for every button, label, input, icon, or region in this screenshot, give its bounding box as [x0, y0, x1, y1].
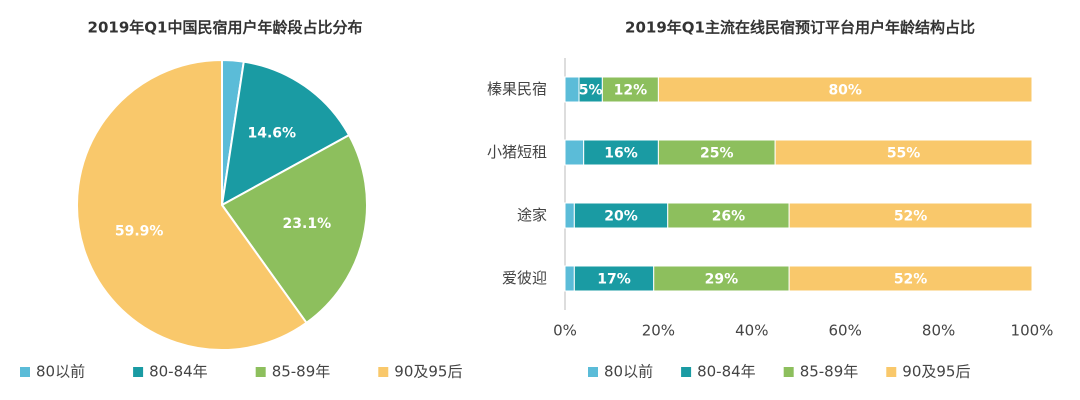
data-label: 23.1% — [283, 216, 332, 232]
legend-swatch — [783, 367, 794, 377]
bar-segment — [788, 265, 1033, 292]
data-label: 59.9% — [115, 224, 164, 240]
chart-title: 2019年Q1中国民宿用户年龄段占比分布 — [88, 19, 363, 37]
legend-label: 85-89年 — [800, 363, 859, 381]
bar-segment — [573, 265, 655, 292]
data-label: 29% — [705, 272, 739, 288]
x-tick-label: 60% — [829, 322, 862, 340]
legend-swatch — [588, 367, 598, 377]
legend-label: 90及95后 — [902, 363, 970, 381]
pie-slice — [76, 58, 308, 351]
legend-label: 80以前 — [604, 363, 653, 381]
data-label: 12% — [614, 83, 648, 99]
legend-label: 80-84年 — [697, 363, 756, 381]
bar-segment — [653, 265, 790, 292]
bar-segment — [667, 202, 790, 229]
data-label: 80% — [828, 83, 862, 99]
bar-segment — [564, 139, 585, 166]
bar-segment — [573, 202, 669, 229]
bar-segment — [657, 76, 1033, 103]
legend-swatch — [133, 367, 144, 377]
data-label: 52% — [894, 272, 928, 288]
legend-swatch — [681, 367, 692, 377]
bar-segment — [564, 265, 575, 292]
legend-swatch — [378, 367, 389, 377]
x-tick-label: 0% — [553, 322, 577, 340]
legend-label: 80-84年 — [149, 363, 208, 381]
bar-segment — [788, 202, 1033, 229]
x-tick-label: 80% — [922, 322, 955, 340]
legend-label: 80以前 — [36, 363, 85, 381]
bar-segment — [774, 139, 1033, 166]
bar-segment — [564, 202, 575, 229]
pie-slice — [220, 60, 351, 207]
y-tick-label: 爱彼迎 — [502, 269, 547, 287]
data-label: 55% — [887, 146, 921, 162]
legend-label: 90及95后 — [394, 363, 462, 381]
x-tick-label: 100% — [1011, 322, 1054, 340]
bar-segment — [583, 139, 659, 166]
legend-swatch — [20, 367, 30, 377]
data-label: 20% — [604, 209, 638, 225]
chart-title: 2019年Q1主流在线民宿预订平台用户年龄结构占比 — [625, 19, 975, 37]
y-tick-label: 途家 — [517, 206, 547, 224]
x-tick-label: 40% — [735, 322, 768, 340]
data-label: 5% — [579, 83, 603, 99]
data-label: 52% — [894, 209, 928, 225]
y-tick-label: 小猪短租 — [487, 143, 547, 161]
data-label: 26% — [712, 209, 746, 225]
data-label: 25% — [700, 146, 734, 162]
data-label: 14.6% — [248, 126, 297, 142]
y-tick-label: 榛果民宿 — [487, 80, 547, 98]
legend-label: 85-89年 — [272, 363, 331, 381]
bar-segment — [657, 139, 776, 166]
data-label: 16% — [604, 146, 638, 162]
data-label: 17% — [597, 272, 631, 288]
x-tick-label: 20% — [642, 322, 675, 340]
bar-segment — [564, 76, 580, 103]
pie-slice — [220, 133, 368, 325]
legend-swatch — [255, 367, 266, 377]
legend-swatch — [886, 367, 897, 377]
